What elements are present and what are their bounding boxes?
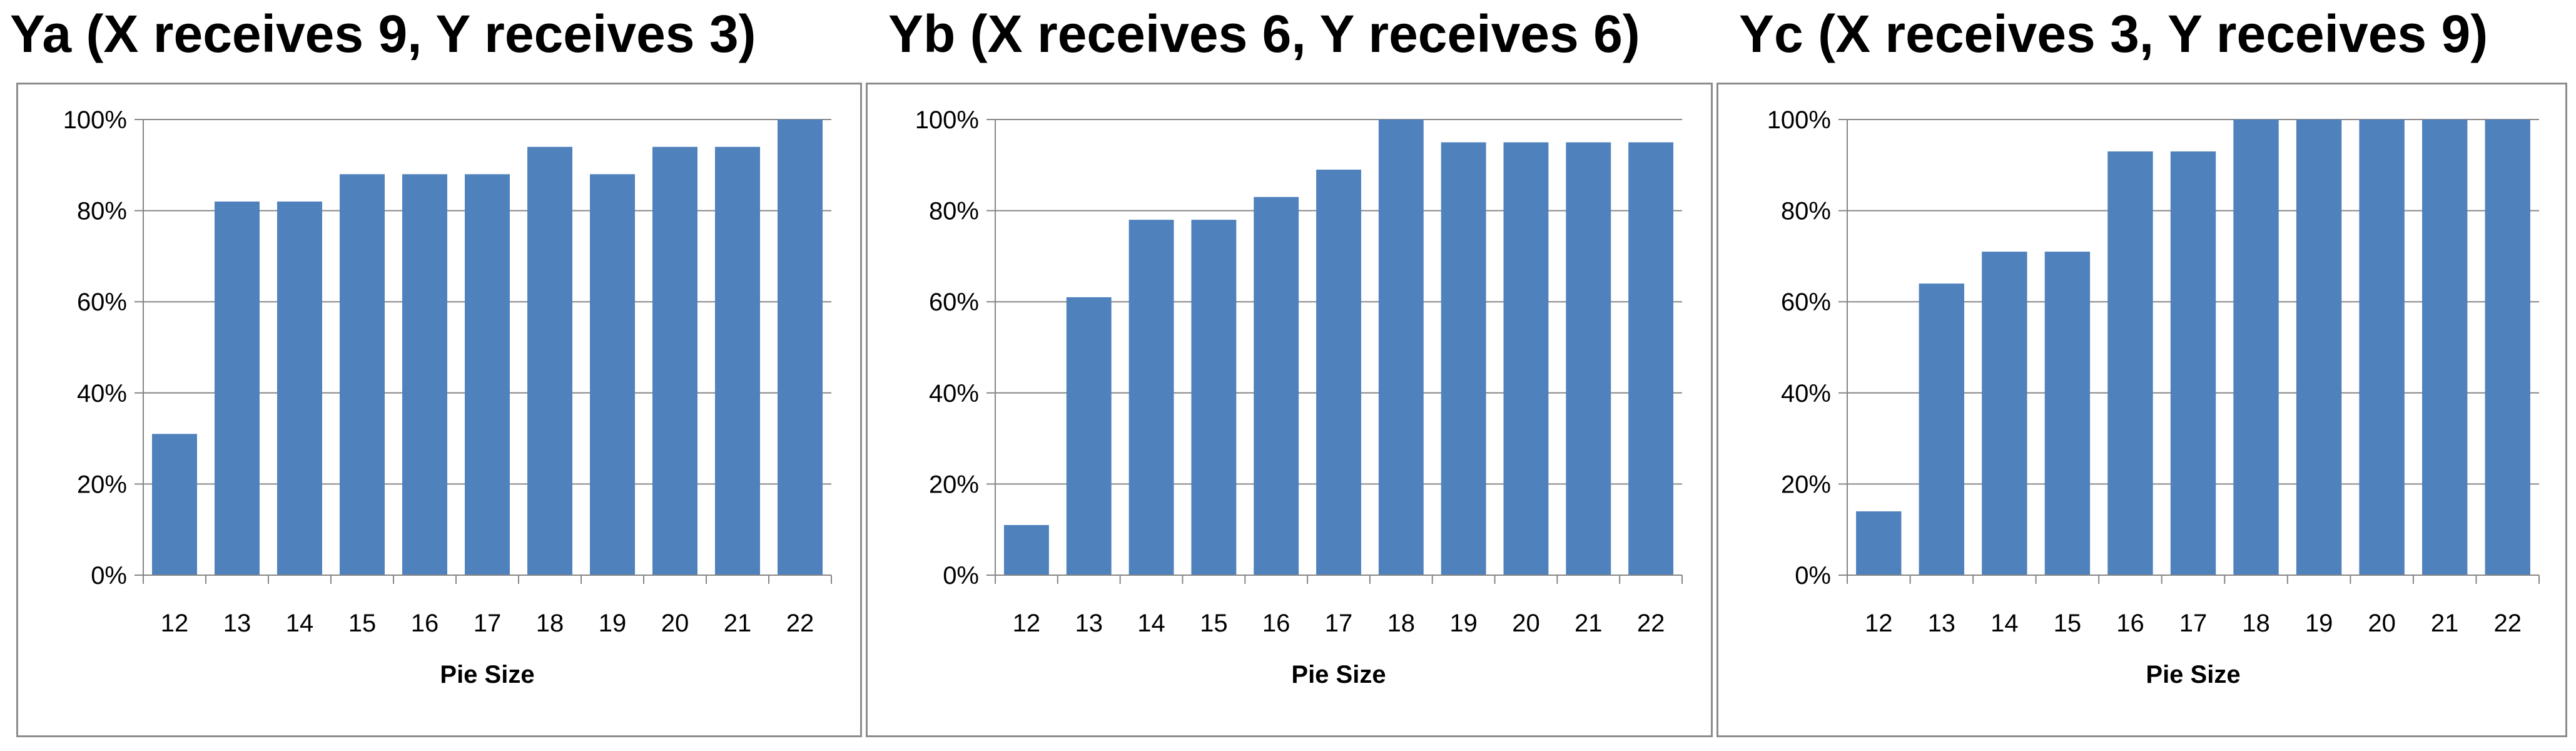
x-tick-label: 12 — [1013, 610, 1041, 637]
bar-chart-ya: 0% 20% 40% 60% 80% 100% 12 13 14 15 16 17 18 19 20 21 22… — [63, 106, 832, 688]
x-tick-label: 19 — [1449, 610, 1478, 637]
bar — [1378, 120, 1424, 575]
y-tick-label: 80% — [929, 198, 979, 225]
y-tick-label: 0% — [943, 562, 979, 590]
x-axis-title: Pie Size — [2146, 661, 2240, 688]
x-tick-label: 20 — [661, 610, 689, 637]
y-tick-label: 100% — [63, 106, 127, 134]
y-tick-label: 0% — [91, 562, 127, 590]
x-tick-label: 21 — [724, 610, 752, 637]
bar — [2107, 151, 2153, 576]
y-tick-label: 20% — [77, 471, 127, 498]
bar — [2296, 120, 2342, 575]
chart-panel-yb: 0% 20% 40% 60% 80% 100% 12 13 14 15 16 17 18 19 20 21 22… — [866, 83, 1713, 737]
x-tick-label: 14 — [1990, 610, 2019, 637]
x-tick-label: 17 — [1325, 610, 1353, 637]
bar — [1066, 297, 1112, 575]
bar — [1503, 142, 1549, 575]
x-tick-label: 22 — [786, 610, 814, 637]
bar — [1003, 524, 1049, 575]
chart-title-ya: Ya (X receives 9, Y receives 3) — [10, 4, 756, 63]
x-tick-label: 15 — [348, 610, 377, 637]
x-tick-label: 19 — [2305, 610, 2333, 637]
x-tick-label: 22 — [2493, 610, 2522, 637]
bar — [1628, 142, 1674, 575]
chart-title-yb: Yb (X receives 6, Y receives 6) — [888, 4, 1640, 63]
y-tick-label: 0% — [1795, 562, 1831, 590]
x-tick-label: 17 — [2179, 610, 2208, 637]
y-tick-label: 60% — [77, 289, 127, 316]
x-tick-label: 17 — [474, 610, 502, 637]
x-tick-label: 14 — [286, 610, 314, 637]
bar — [715, 146, 760, 575]
y-tick-label: 60% — [1781, 289, 1831, 316]
x-tick-label: 20 — [2368, 610, 2396, 637]
x-tick-label: 18 — [1387, 610, 1416, 637]
x-tick-label: 21 — [1575, 610, 1603, 637]
bar — [1128, 220, 1174, 575]
y-tick-label: 60% — [929, 289, 979, 316]
x-tick-label: 15 — [1200, 610, 1228, 637]
x-tick-label: 19 — [599, 610, 627, 637]
bar — [2359, 120, 2405, 575]
y-tick-label: 100% — [915, 106, 979, 134]
x-tick-label: 14 — [1137, 610, 1165, 637]
x-tick-label: 20 — [1512, 610, 1540, 637]
x-tick-label: 18 — [536, 610, 564, 637]
bar — [1919, 284, 1965, 575]
bar — [1191, 220, 1237, 575]
bar — [1316, 170, 1361, 575]
x-axis-title: Pie Size — [1291, 661, 1386, 688]
bar — [527, 146, 572, 575]
bar — [1856, 511, 1902, 575]
bar — [1254, 197, 1299, 575]
bar — [2044, 252, 2091, 575]
x-tick-label: 16 — [1262, 610, 1291, 637]
bar — [465, 174, 510, 575]
bar — [402, 174, 447, 575]
bar — [1566, 142, 1611, 575]
y-tick-label: 40% — [77, 380, 127, 407]
bar — [590, 174, 635, 575]
bar — [652, 146, 697, 575]
bar — [152, 434, 197, 575]
chart-panel-yc: 0% 20% 40% 60% 80% 100% 12 13 14 15 16 17 18 19 20 21 22… — [1716, 83, 2567, 737]
x-tick-label: 13 — [223, 610, 251, 637]
x-tick-label: 16 — [411, 610, 439, 637]
x-tick-label: 12 — [1865, 610, 1893, 637]
x-tick-label: 18 — [2242, 610, 2270, 637]
chart-title-yc: Yc (X receives 3, Y receives 9) — [1739, 4, 2488, 63]
x-tick-label: 15 — [2054, 610, 2082, 637]
bar — [2233, 120, 2279, 575]
x-axis-title: Pie Size — [440, 661, 534, 688]
bar-chart-yb: 0% 20% 40% 60% 80% 100% 12 13 14 15 16 17 18 19 20 21 22… — [915, 106, 1683, 688]
bar — [340, 174, 385, 575]
y-tick-label: 100% — [1767, 106, 1831, 134]
y-tick-label: 80% — [77, 198, 127, 225]
y-tick-label: 20% — [1781, 471, 1831, 498]
bar — [2170, 151, 2216, 576]
x-tick-label: 21 — [2431, 610, 2459, 637]
y-tick-label: 40% — [929, 380, 979, 407]
bar — [2485, 120, 2530, 575]
bar — [215, 202, 260, 575]
bar — [277, 202, 322, 575]
x-tick-label: 16 — [2116, 610, 2144, 637]
x-tick-label: 22 — [1637, 610, 1665, 637]
bar — [1441, 142, 1486, 575]
chart-panel-ya: 0% 20% 40% 60% 80% 100% 12 13 14 15 16 17 18 19 20 21 22… — [16, 83, 862, 737]
bar — [778, 120, 823, 575]
y-tick-label: 20% — [929, 471, 979, 498]
x-tick-label: 13 — [1075, 610, 1103, 637]
y-tick-label: 40% — [1781, 380, 1831, 407]
bar-chart-yc: 0% 20% 40% 60% 80% 100% 12 13 14 15 16 17 18 19 20 21 22… — [1767, 106, 2540, 688]
x-tick-label: 13 — [1928, 610, 1956, 637]
x-tick-label: 12 — [161, 610, 189, 637]
bar — [2421, 120, 2468, 575]
bar — [1982, 252, 2027, 575]
y-tick-label: 80% — [1781, 198, 1831, 225]
